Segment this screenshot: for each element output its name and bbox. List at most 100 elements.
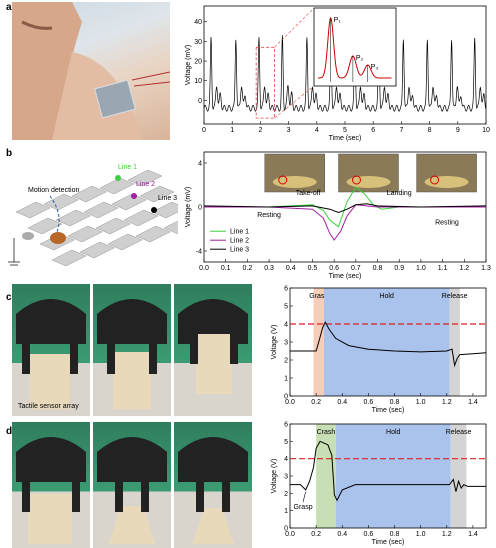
y-tick-label: 30	[194, 39, 202, 46]
phase-band-2	[323, 288, 450, 396]
y-tick-label: 40	[194, 19, 202, 26]
phase-label-1: Grasp	[309, 293, 328, 300]
x-tick-label: 5	[343, 127, 347, 134]
photo-gripper-d2	[93, 422, 171, 548]
x-tick-label: 0.4	[337, 531, 347, 538]
sensor-cell	[99, 177, 135, 195]
x-tick-label: 0.2	[243, 265, 253, 272]
peak-label: P₃	[371, 64, 379, 71]
x-tick-label: 0.8	[373, 265, 383, 272]
x-tick-label: 1.2	[442, 399, 452, 406]
legend-label-2: Line 2	[230, 238, 249, 245]
photo-gripper-d3	[174, 422, 252, 548]
panel-label-c: c	[6, 292, 12, 303]
sensor-cell	[163, 220, 178, 235]
x-tick-label: 0.3	[264, 265, 274, 272]
x-tick-label: 0.2	[311, 531, 321, 538]
insect-ghost	[22, 232, 34, 240]
y-axis-label: Voltage (mV)	[185, 45, 192, 85]
x-tick-label: 0.0	[285, 399, 295, 406]
insect-body	[50, 232, 66, 244]
phase-label-2: Hold	[379, 293, 394, 300]
y-tick-label: 0	[284, 394, 288, 401]
x-axis-label: Time (sec)	[372, 407, 405, 414]
x-tick-label: 0.8	[390, 531, 400, 538]
sensor-cell	[139, 185, 175, 203]
y-axis-label: Voltage (V)	[271, 459, 278, 494]
line3-dot	[151, 207, 157, 213]
y-tick-label: 5	[284, 304, 288, 311]
y-tick-label: 10	[194, 78, 202, 85]
chart-b: 0.0 0.1 0.2 0.3 0.4 0.5 0.6 0.7 0.8 0.9 1.0 1.1 1.2 1…	[185, 151, 491, 280]
y-axis-label: Voltage (mV)	[185, 187, 192, 227]
sensor-patch	[94, 79, 136, 119]
inset-photo-1-marker	[278, 175, 288, 185]
x-tick-label: 1	[230, 127, 234, 134]
photo-gripper-c1	[12, 284, 90, 416]
x-tick-label: 0.0	[199, 265, 209, 272]
sensor-cell	[107, 233, 143, 251]
x-tick-label: 0.2	[311, 399, 321, 406]
photo-neck-sensor	[12, 2, 170, 140]
y-tick-label: -4	[196, 249, 202, 256]
sensor-cell	[51, 249, 87, 267]
phase-label-1: Crash	[317, 429, 336, 436]
y-tick-label: 4	[284, 322, 288, 329]
x-tick-label: 0.6	[364, 531, 374, 538]
inset-photo-3-dish	[424, 176, 469, 188]
legend-label-1: Line 1	[230, 229, 249, 236]
x-axis-label: Time (sec)	[372, 539, 405, 546]
x-tick-label: 0.1	[221, 265, 231, 272]
resting-label-1: Resting	[257, 212, 281, 219]
chart-d: Crash Hold Release 0.0 0.2 0.4 0.6 0.8 1.0 1.2 1.4…	[271, 422, 487, 546]
x-tick-label: 0.8	[390, 399, 400, 406]
y-axis-label: Voltage (V)	[271, 325, 278, 360]
photo-gripper-c3	[174, 284, 252, 416]
line2-label: Line 2	[136, 181, 155, 188]
y-tick-label: 2	[284, 491, 288, 498]
sensor-cell	[79, 241, 115, 259]
grasp-pointer	[302, 491, 306, 503]
ecg-line	[203, 35, 487, 112]
x-tick-label: 4	[315, 127, 319, 134]
phase-band-2	[335, 424, 451, 528]
sensor-cell	[15, 201, 51, 219]
sensor-cell	[55, 209, 91, 227]
phase-label-2: Hold	[386, 429, 401, 436]
line1-dot	[115, 175, 121, 181]
y-tick-label: 3	[284, 474, 288, 481]
x-tick-label: 1.2	[442, 531, 452, 538]
x-axis-label: Time (sec)	[329, 273, 362, 280]
y-tick-label: 6	[284, 422, 288, 429]
sensor-cell	[123, 209, 159, 227]
motion-label: Motion detection	[28, 187, 79, 194]
x-tick-label: 0.4	[286, 265, 296, 272]
neck-illustration	[12, 2, 170, 140]
phase-band-3	[449, 288, 460, 396]
panel-label-d: d	[6, 426, 13, 437]
x-tick-label: 1.0	[416, 531, 426, 538]
x-tick-label: 1.4	[468, 531, 478, 538]
x-tick-label: 0.6	[364, 399, 374, 406]
y-tick-label: 0	[198, 98, 202, 105]
x-tick-label: 8	[428, 127, 432, 134]
x-axis-label: Time (sec)	[329, 135, 362, 142]
sensor-cell	[111, 193, 147, 211]
inset-photo-2-marker	[351, 175, 361, 185]
y-tick-label: 4	[284, 456, 288, 463]
legend-label-3: Line 3	[230, 247, 249, 254]
x-tick-label: 0.7	[351, 265, 361, 272]
x-tick-label: 0.4	[337, 399, 347, 406]
inset-frame	[313, 7, 397, 87]
phase-band-3	[450, 424, 467, 528]
series-line-3	[203, 203, 487, 214]
panel-label-b: b	[6, 148, 13, 159]
x-tick-label: 10	[482, 127, 490, 134]
inset-photo-1-dish	[272, 176, 317, 188]
inset-photo-2-dish	[346, 176, 391, 188]
inset-pulse-line	[317, 16, 392, 79]
photo-gripper-c2	[93, 284, 171, 416]
y-tick-label: 0	[284, 526, 288, 533]
x-tick-label: 1.2	[459, 265, 469, 272]
